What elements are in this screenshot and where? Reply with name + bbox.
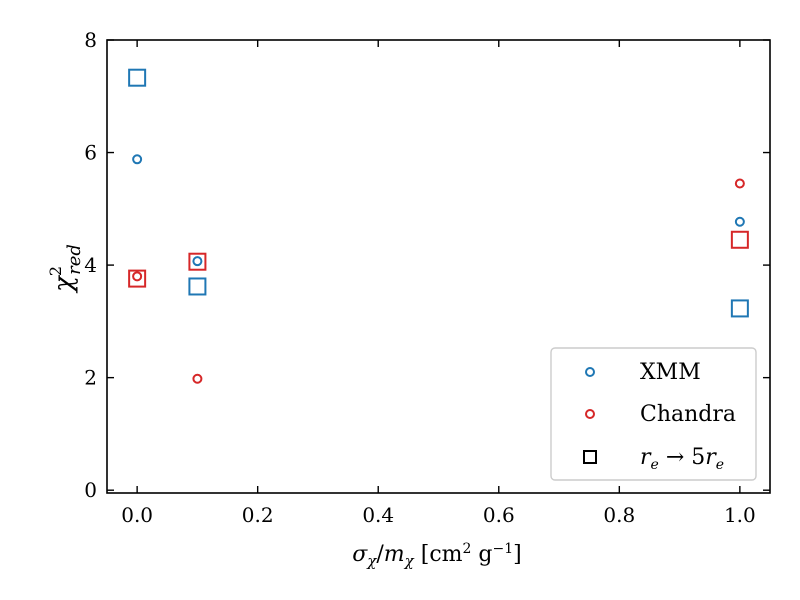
legend: XMM Chandra re → 5re (550, 347, 757, 481)
square-point-blue (730, 299, 749, 318)
square-point-blue (128, 68, 147, 87)
legend-marker-circle (585, 367, 595, 377)
square-point-blue (188, 277, 207, 296)
legend-label: XMM (640, 360, 701, 385)
plot-frame (106, 39, 771, 494)
circle-point-blue (192, 256, 203, 267)
legend-marker-square (583, 450, 597, 464)
points-layer (128, 68, 749, 384)
y-tick-label: 0 (84, 478, 97, 502)
y-axis-label-text: χ2red (46, 244, 85, 294)
legend-label: Chandra (640, 402, 736, 427)
y-tick-label: 8 (84, 28, 97, 52)
circle-point-red (734, 178, 745, 189)
circle-point-red (192, 373, 203, 384)
x-tick-label: 0.8 (603, 503, 635, 527)
y-tick-label: 2 (84, 366, 97, 390)
x-tick-label: 0.0 (121, 503, 153, 527)
circle-point-red (132, 271, 143, 282)
square-point-red (730, 230, 749, 249)
x-axis-label-text: σχ/mχ [cm2 g−1] (352, 541, 522, 570)
x-axis-label: σχ/mχ [cm2 g−1] (352, 541, 522, 570)
legend-marker-circle (585, 409, 595, 419)
y-tick-label: 6 (84, 141, 97, 165)
square-point-red (128, 269, 147, 288)
circle-point-blue (132, 154, 143, 165)
x-tick-label: 0.4 (362, 503, 394, 527)
legend-box (550, 347, 757, 481)
x-tick-label: 0.6 (483, 503, 515, 527)
ticks-layer: 0.0 0.2 0.4 0.6 0.8 1.0 0 2 4 6 8 (84, 28, 770, 527)
x-tick-label: 0.2 (242, 503, 274, 527)
y-axis-label: χ2red (46, 244, 85, 294)
circle-point-blue (734, 216, 745, 227)
square-point-red (188, 252, 207, 271)
y-tick-label: 4 (84, 253, 97, 277)
legend-label: re → 5re (640, 445, 724, 473)
x-tick-label: 1.0 (724, 503, 756, 527)
